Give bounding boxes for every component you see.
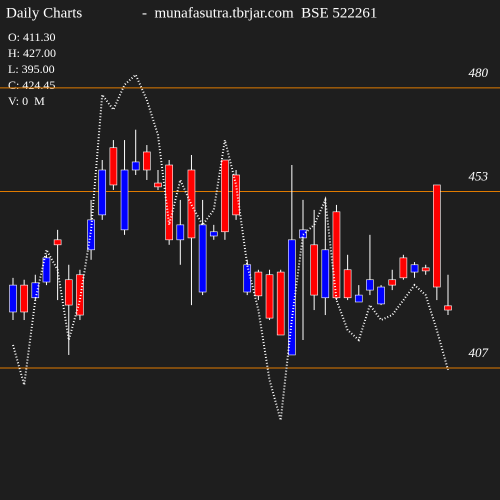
candle-body bbox=[176, 224, 185, 241]
overlay-line bbox=[12, 73, 449, 421]
candle-body bbox=[98, 169, 107, 216]
candle-body bbox=[399, 257, 408, 279]
candle-body bbox=[187, 169, 196, 239]
candle-body bbox=[31, 282, 40, 299]
candle-body bbox=[232, 174, 240, 216]
candle-body bbox=[410, 264, 419, 273]
candle-body bbox=[310, 244, 318, 296]
stat: O: 411.30 bbox=[8, 30, 56, 44]
stat: C: 424.45 bbox=[8, 78, 55, 92]
candle-body bbox=[377, 286, 385, 305]
candle-body bbox=[332, 211, 341, 299]
candle-body bbox=[433, 184, 441, 288]
candle-body bbox=[354, 294, 363, 303]
y-tick-label: 407 bbox=[469, 345, 489, 360]
candle-body bbox=[64, 279, 73, 306]
candle-body bbox=[243, 264, 252, 293]
candle-body bbox=[366, 279, 374, 291]
chart-subtitle: - munafasutra.tbrjar.com BSE 522261 bbox=[142, 5, 377, 21]
candle-body bbox=[9, 284, 17, 313]
candle-body bbox=[321, 249, 330, 299]
candle-body bbox=[343, 269, 352, 299]
candle-body bbox=[143, 151, 151, 171]
candle-body bbox=[42, 257, 51, 283]
y-tick-label: 480 bbox=[469, 65, 489, 80]
candle-body bbox=[421, 267, 430, 272]
stat: L: 395.00 bbox=[8, 62, 55, 76]
candle-body bbox=[209, 231, 218, 237]
candle-body bbox=[154, 182, 162, 188]
candle-body bbox=[288, 239, 296, 356]
candle-body bbox=[165, 164, 173, 241]
candle-body bbox=[276, 271, 285, 336]
candle-body bbox=[76, 274, 84, 316]
candle-body bbox=[131, 161, 140, 171]
candle-body bbox=[120, 169, 129, 231]
candle-body bbox=[198, 224, 207, 293]
candle-body bbox=[87, 219, 95, 251]
y-tick-label: 453 bbox=[469, 168, 489, 183]
candle-body bbox=[53, 239, 62, 246]
candle-body bbox=[388, 279, 397, 286]
candle-body bbox=[444, 305, 452, 311]
candle-body bbox=[221, 159, 229, 233]
candle-body bbox=[265, 274, 274, 319]
stat: H: 427.00 bbox=[8, 46, 56, 60]
stat: V: 0 M bbox=[8, 94, 45, 108]
candle-body bbox=[254, 271, 263, 297]
candle-body bbox=[20, 284, 28, 313]
candle-body bbox=[109, 147, 118, 186]
chart-title: Daily Charts bbox=[6, 5, 82, 21]
